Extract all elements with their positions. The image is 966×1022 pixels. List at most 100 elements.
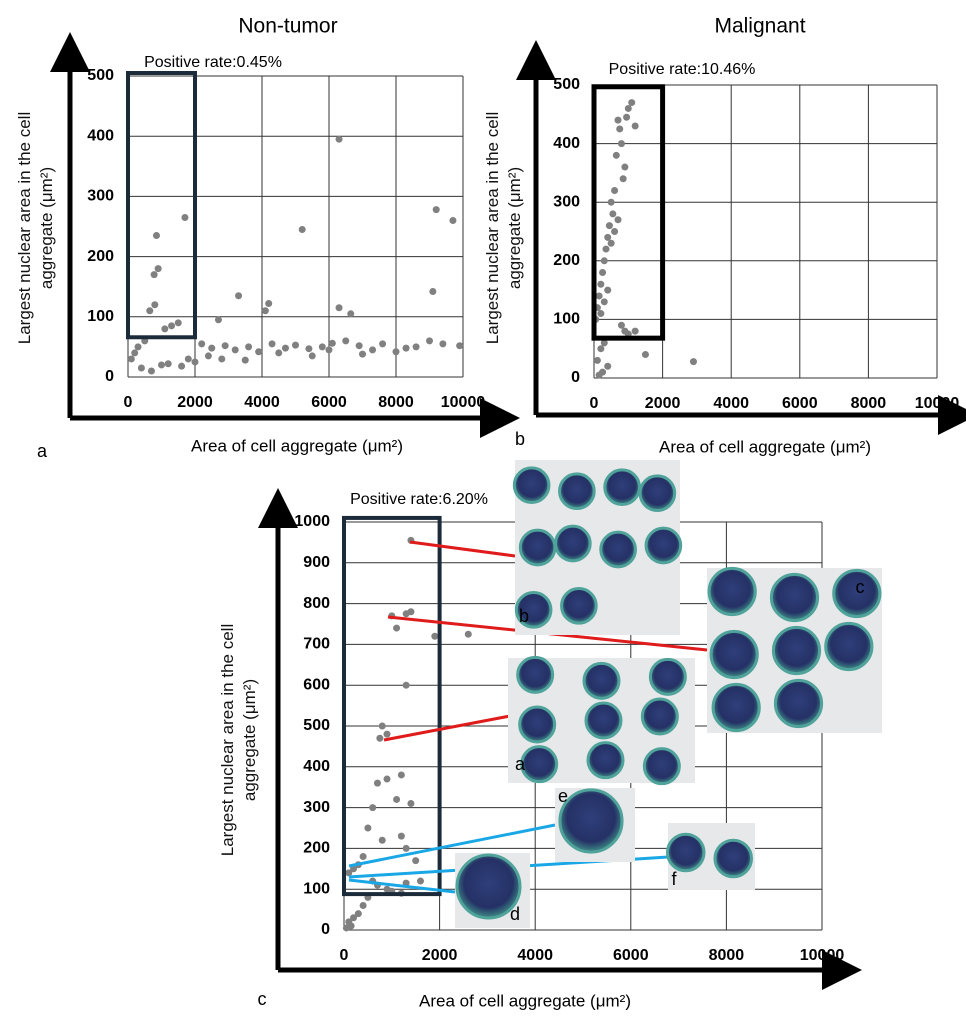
connector [348,823,556,868]
image-label: b [519,606,529,626]
data-point [464,630,472,638]
data-point [131,349,139,357]
data-point [595,292,603,300]
x-tick-label: 10000 [800,947,845,964]
data-point [449,216,457,224]
data-point [369,804,377,812]
x-tick-label: 6000 [782,395,818,412]
y-tick-label: 800 [303,595,330,612]
image-label: c [856,577,865,597]
y-tick-label: 1000 [294,513,330,530]
y-tick-label: 300 [87,188,114,205]
y-tick-label: 100 [87,308,114,325]
x-axis-label: Area of cell aggregate (μm²) [191,436,403,455]
data-point [621,163,629,171]
data-point [231,346,239,354]
data-point [456,342,464,350]
cell-nucleus [769,572,820,623]
data-point [378,722,386,730]
data-point [407,608,415,616]
data-point [617,140,625,148]
data-point [407,800,415,808]
data-point [402,344,410,352]
y-tick-label: 500 [553,76,580,93]
image-label: f [671,869,677,889]
x-axis-label: Area of cell aggregate (μm²) [659,437,871,456]
y-tick-label: 100 [303,880,330,897]
data-point [151,301,159,309]
data-point [150,271,158,279]
y-tick-label: 400 [303,758,330,775]
data-point [616,125,624,133]
cell-nucleus [455,853,522,920]
cell-nucleus [771,625,822,676]
panel-label: c [258,989,267,1009]
y-tick-label: 400 [87,127,114,144]
x-tick-label: 0 [590,395,599,412]
cell-nucleus [516,655,555,694]
cell-nucleus [648,657,687,696]
x-tick-label: 10000 [441,394,486,411]
cell-nucleus [558,788,624,854]
data-point [607,239,615,247]
cell-nucleus [773,678,824,729]
x-tick-label: 8000 [709,947,745,964]
data-point [204,352,212,360]
data-point [164,360,172,368]
y-tick-label: 100 [553,311,580,328]
y-tick-label: 0 [105,368,114,385]
data-point [379,340,387,348]
data-point [393,795,401,803]
data-point [198,340,206,348]
connector [383,714,511,742]
data-point [154,265,162,273]
data-point [298,226,306,234]
y-tick-label: 200 [303,840,330,857]
x-tick-label: 2000 [177,394,213,411]
chart-title: Non-tumor [238,15,337,38]
data-point [275,349,283,357]
data-point [342,924,350,932]
data-point [689,358,697,366]
y-axis-label: Largest nuclear area in the cell aggrega… [218,623,259,857]
cell-nucleus [707,566,757,617]
data-point [355,342,363,350]
y-tick-label: 500 [303,717,330,734]
image-label: e [558,786,568,806]
data-point [614,216,622,224]
data-point [426,337,433,345]
positive-region [591,84,666,341]
data-point [431,632,439,640]
data-point [146,307,154,315]
data-point [127,355,135,363]
data-point [235,292,243,300]
x-tick-label: 10000 [915,395,960,412]
cell-nucleus [582,661,621,700]
data-point [624,104,632,112]
x-tick-label: 4000 [244,394,280,411]
y-tick-label: 500 [87,67,114,84]
data-point [597,280,605,288]
data-point [393,624,401,632]
data-point [605,222,613,230]
data-point [208,344,216,352]
data-point [364,824,372,832]
y-tick-label: 200 [87,248,114,265]
cell-nucleus [709,629,759,680]
data-point [181,213,189,221]
data-point [597,345,605,353]
cell-nucleus [824,621,874,672]
data-point [350,914,358,922]
data-point [241,356,249,364]
data-point [595,371,603,379]
x-tick-label: 0 [124,394,133,411]
cell-nucleus [584,701,623,740]
data-point [354,910,362,918]
positive-region [342,515,442,897]
data-point [416,877,424,885]
x-tick-label: 2000 [422,947,458,964]
data-point [137,364,145,372]
data-point [335,135,343,143]
